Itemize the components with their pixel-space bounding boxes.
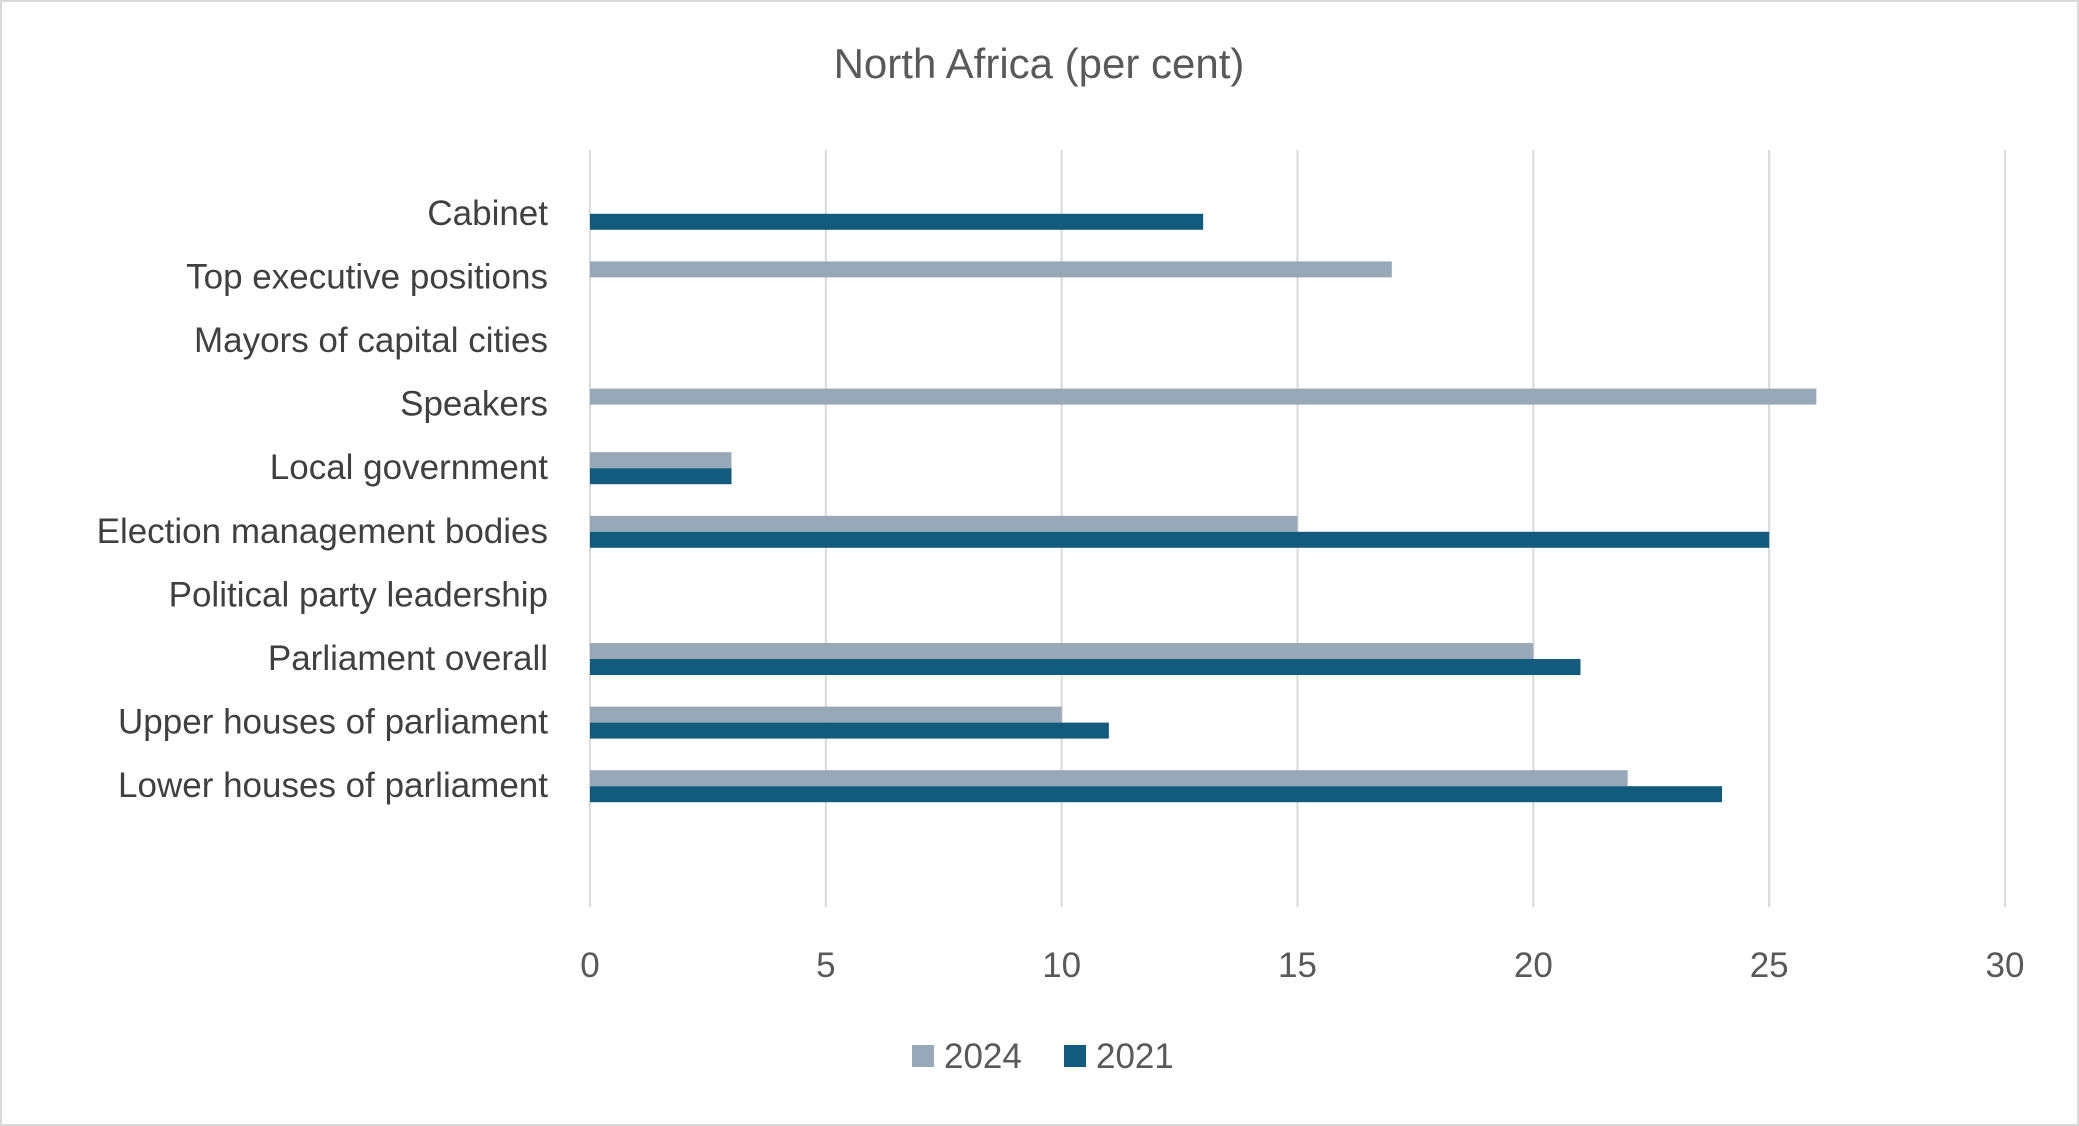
bar-2024-election-management-bodies: [590, 515, 1298, 532]
bar-2024-top-executive-positions: [590, 261, 1392, 278]
category-label: Local government: [270, 448, 548, 487]
tick-labels: 0 5 10 15 20 25 30: [580, 946, 2024, 985]
category-label: Upper houses of parliament: [118, 703, 548, 742]
x-tick-label: 20: [1514, 946, 1553, 985]
legend-swatch-2024: [912, 1045, 934, 1067]
category-label: Top executive positions: [186, 257, 548, 296]
legend-label-2021: 2021: [1096, 1037, 1174, 1076]
legend-swatch-2021: [1064, 1045, 1086, 1067]
bar-2024-upper-houses-of-parliament: [590, 706, 1062, 723]
bar-2021-upper-houses-of-parliament: [590, 722, 1109, 739]
x-tick-label: 25: [1750, 946, 1789, 985]
bar-2024-parliament-overall: [590, 643, 1534, 659]
bar-2021-election-management-bodies: [590, 531, 1770, 548]
bar-2021-parliament-overall: [590, 659, 1581, 675]
chart-title: North Africa (per cent): [834, 40, 1245, 87]
bars: [590, 213, 1817, 803]
legend: 2024 2021: [912, 1037, 1174, 1076]
bar-2024-local-government: [590, 452, 732, 469]
category-label: Speakers: [400, 385, 548, 424]
category-label: Lower houses of parliament: [118, 766, 548, 805]
bar-2021-lower-houses-of-parliament: [590, 786, 1722, 803]
x-tick-label: 5: [816, 946, 835, 985]
x-tick-label: 30: [1986, 946, 2025, 985]
x-tick-label: 10: [1042, 946, 1081, 985]
category-label: Mayors of capital cities: [194, 321, 548, 360]
legend-label-2024: 2024: [944, 1037, 1022, 1076]
category-label: Parliament overall: [268, 639, 548, 678]
x-tick-label: 15: [1278, 946, 1317, 985]
x-tick-label: 0: [580, 946, 599, 985]
bar-2021-cabinet: [590, 213, 1204, 230]
bar-2021-local-government: [590, 468, 732, 485]
bar-2024-lower-houses-of-parliament: [590, 770, 1628, 787]
category-label: Election management bodies: [97, 512, 548, 551]
bar-2024-speakers: [590, 388, 1817, 405]
category-label: Cabinet: [427, 194, 548, 233]
category-label: Political party leadership: [169, 575, 548, 614]
category-labels: Cabinet Top executive positions Mayors of …: [97, 194, 549, 805]
